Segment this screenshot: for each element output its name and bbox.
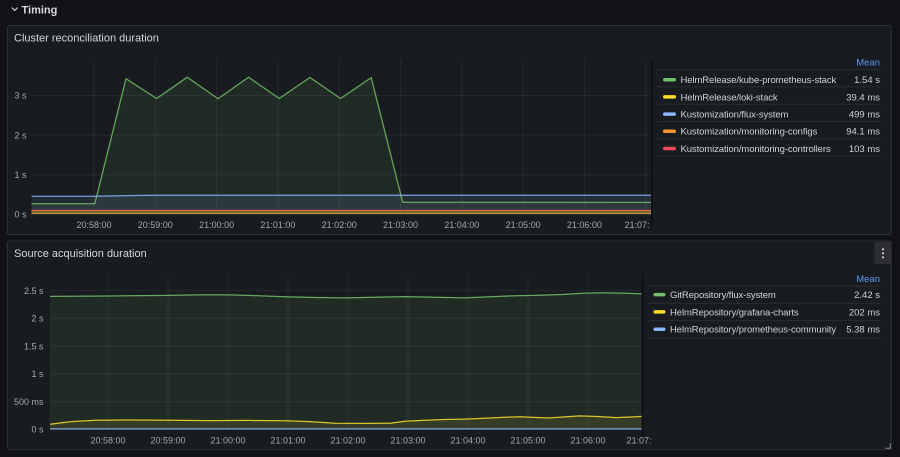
svg-text:3 s: 3 s (14, 91, 27, 101)
svg-text:Kustomization/monitoring-contr: Kustomization/monitoring-controllers (681, 144, 831, 155)
svg-text:21:00:00: 21:00:00 (199, 220, 234, 230)
svg-text:0 s: 0 s (31, 425, 44, 435)
svg-text:HelmRepository/prometheus-comm: HelmRepository/prometheus-community (670, 325, 836, 336)
svg-text:1.5 s: 1.5 s (24, 341, 44, 351)
svg-text:39.4 ms: 39.4 ms (846, 92, 880, 103)
svg-text:21:04:00: 21:04:00 (450, 435, 485, 445)
svg-text:2 s: 2 s (14, 130, 27, 140)
svg-text:20:58:00: 20:58:00 (76, 220, 111, 230)
svg-text:GitRepository/flux-system: GitRepository/flux-system (670, 290, 776, 301)
svg-text:1 s: 1 s (14, 170, 27, 180)
svg-text:21:06:00: 21:06:00 (567, 220, 602, 230)
svg-text:Cluster reconciliation duratio: Cluster reconciliation duration (14, 33, 159, 45)
svg-text:21:06:00: 21:06:00 (570, 435, 605, 445)
svg-text:5.38 ms: 5.38 ms (846, 325, 880, 336)
svg-text:21:05:00: 21:05:00 (506, 220, 541, 230)
svg-text:1.54 s: 1.54 s (854, 75, 880, 86)
svg-text:21:01:00: 21:01:00 (270, 435, 305, 445)
svg-text:HelmRelease/kube-prometheus-st: HelmRelease/kube-prometheus-stack (681, 75, 837, 86)
svg-text:2.5 s: 2.5 s (24, 286, 44, 296)
svg-text:2 s: 2 s (31, 314, 44, 324)
svg-text:Kustomization/monitoring-confi: Kustomization/monitoring-configs (681, 127, 818, 138)
svg-text:HelmRelease/loki-stack: HelmRelease/loki-stack (681, 92, 778, 103)
svg-text:1 s: 1 s (31, 369, 44, 379)
svg-text:0 s: 0 s (14, 210, 27, 220)
svg-text:2.42 s: 2.42 s (854, 290, 880, 301)
svg-text:Timing: Timing (22, 5, 58, 17)
svg-text:21:02:00: 21:02:00 (322, 220, 357, 230)
svg-text:21:03:00: 21:03:00 (390, 435, 425, 445)
svg-text:21:03:00: 21:03:00 (383, 220, 418, 230)
svg-text:21:02:00: 21:02:00 (330, 435, 365, 445)
svg-text:202 ms: 202 ms (849, 307, 880, 318)
svg-text:499 ms: 499 ms (849, 110, 880, 121)
svg-text:Kustomization/flux-system: Kustomization/flux-system (681, 110, 789, 121)
svg-text:Mean: Mean (856, 58, 880, 69)
svg-text:Source acquisition duration: Source acquisition duration (14, 248, 147, 260)
svg-text:21:00:00: 21:00:00 (210, 435, 245, 445)
svg-text:20:58:00: 20:58:00 (90, 435, 125, 445)
svg-text:21:04:00: 21:04:00 (444, 220, 479, 230)
svg-text:94.1 ms: 94.1 ms (846, 127, 880, 138)
svg-text:21:01:00: 21:01:00 (260, 220, 295, 230)
svg-text:21:07:: 21:07: (625, 220, 650, 230)
svg-text:20:59:00: 20:59:00 (150, 435, 185, 445)
svg-text:HelmRepository/grafana-charts: HelmRepository/grafana-charts (670, 307, 799, 318)
svg-text:21:05:00: 21:05:00 (510, 435, 545, 445)
svg-text:103 ms: 103 ms (849, 144, 880, 155)
svg-text:500 ms: 500 ms (14, 397, 44, 407)
svg-text:Mean: Mean (856, 274, 880, 285)
svg-text:21:07:: 21:07: (627, 435, 652, 445)
svg-text:20:59:00: 20:59:00 (138, 220, 173, 230)
